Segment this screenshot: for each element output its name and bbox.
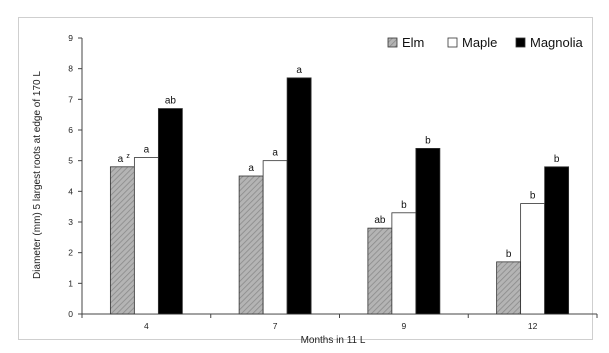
y-axis-title: Diameter (mm) 5 largest roots at edge of… — [32, 71, 43, 279]
figure-border — [18, 17, 593, 340]
bar-significance-label: b — [506, 249, 512, 260]
bar-significance-label: a — [272, 148, 278, 159]
y-tick-label: 6 — [68, 125, 73, 135]
y-tick-label: 9 — [68, 33, 73, 43]
bar-significance-label: ab — [165, 96, 177, 107]
bar-magnolia-7 — [286, 77, 312, 315]
y-tick-label: 0 — [68, 309, 73, 319]
bar-magnolia-9 — [415, 147, 441, 315]
legend: Elm Maple Magnolia — [387, 35, 584, 50]
bar-significance-label: b — [401, 200, 407, 211]
legend-label-maple: Maple — [462, 35, 497, 50]
bar-elm-7 — [238, 175, 264, 315]
x-tick-label: 9 — [402, 321, 407, 331]
bar-elm-9 — [367, 227, 393, 315]
bar-significance-label: ab — [374, 215, 386, 226]
x-tick-label: 7 — [273, 321, 278, 331]
y-tick-label: 1 — [68, 278, 73, 288]
bar-significance-label: a — [296, 65, 302, 76]
legend-label-elm: Elm — [402, 35, 424, 50]
bar-significance-label: b — [554, 154, 560, 165]
bar-maple-9 — [391, 212, 417, 315]
bar-magnolia-12 — [544, 166, 570, 315]
x-tick-label: 4 — [144, 321, 149, 331]
y-tick-label: 2 — [68, 248, 73, 258]
bar-significance-label: a — [144, 145, 150, 156]
bar-label-superscript: z — [126, 153, 130, 160]
bar-maple-4 — [133, 157, 159, 315]
bar-significance-label: a — [118, 154, 124, 165]
legend-swatch-maple — [447, 37, 458, 48]
legend-swatch-magnolia — [515, 37, 526, 48]
bar-elm-4 — [109, 166, 135, 315]
bar-maple-7 — [262, 160, 288, 315]
x-axis-title: Months in 11 L — [301, 335, 366, 346]
y-tick-label: 4 — [68, 186, 73, 196]
y-tick-label: 3 — [68, 217, 73, 227]
legend-label-magnolia: Magnolia — [530, 35, 584, 50]
legend-swatch-elm — [387, 37, 398, 48]
y-tick-label: 8 — [68, 64, 73, 74]
y-tick-label: 5 — [68, 156, 73, 166]
bar-significance-label: a — [248, 163, 254, 174]
bar-magnolia-4 — [157, 108, 183, 315]
y-tick-label: 7 — [68, 94, 73, 104]
bar-significance-label: b — [425, 135, 431, 146]
bar-elm-12 — [496, 261, 522, 315]
bar-maple-12 — [520, 203, 546, 315]
x-tick-label: 12 — [528, 321, 538, 331]
bar-significance-label: b — [530, 191, 536, 202]
